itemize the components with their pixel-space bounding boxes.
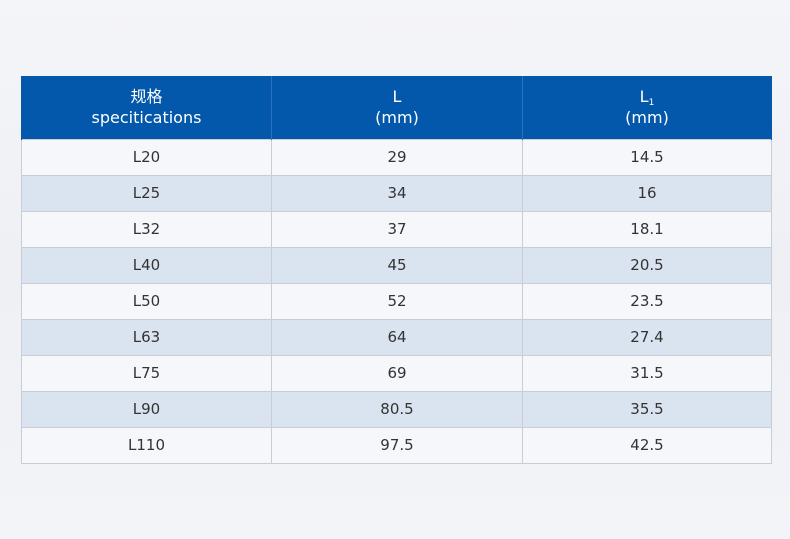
table-row: L90 80.5 35.5	[21, 390, 772, 428]
header-length-1-letter: L	[639, 87, 649, 107]
cell-length: 37	[271, 210, 523, 248]
table-row: L63 64 27.4	[21, 318, 772, 356]
cell-length-1: 23.5	[522, 282, 772, 320]
header-specifications-cn: 规格	[130, 87, 163, 107]
cell-spec: L20	[21, 138, 272, 176]
cell-spec: L90	[21, 390, 272, 428]
table-row: L20 29 14.5	[21, 138, 772, 176]
table-row: L75 69 31.5	[21, 354, 772, 392]
cell-length-1: 18.1	[522, 210, 772, 248]
table-row: L110 97.5 42.5	[21, 426, 772, 464]
header-length-1-unit: (mm)	[625, 108, 669, 128]
header-length-symbol: L	[392, 87, 402, 107]
header-length-1-subscript: 1	[648, 98, 655, 109]
cell-length-1: 35.5	[522, 390, 772, 428]
cell-length: 45	[271, 246, 523, 284]
cell-length-1: 16	[522, 174, 772, 212]
cell-length-1: 14.5	[522, 138, 772, 176]
spec-table-container: 规格 specitications L (mm) L1 (mm) L20 29 …	[21, 76, 772, 464]
cell-length-1: 20.5	[522, 246, 772, 284]
table-row: L25 34 16	[21, 174, 772, 212]
table-row: L40 45 20.5	[21, 246, 772, 284]
cell-spec: L75	[21, 354, 272, 392]
header-length: L (mm)	[271, 76, 523, 139]
table-header: 规格 specitications L (mm) L1 (mm)	[21, 76, 772, 139]
cell-length-1: 42.5	[522, 426, 772, 464]
cell-length: 29	[271, 138, 523, 176]
cell-length: 80.5	[271, 390, 523, 428]
cell-spec: L32	[21, 210, 272, 248]
table-body: L20 29 14.5 L25 34 16 L32 37 18.1 L40 45…	[21, 138, 772, 464]
spec-table: 规格 specitications L (mm) L1 (mm) L20 29 …	[21, 76, 772, 464]
cell-spec: L63	[21, 318, 272, 356]
cell-spec: L40	[21, 246, 272, 284]
header-specifications: 规格 specitications	[21, 76, 272, 139]
cell-length: 97.5	[271, 426, 523, 464]
cell-length: 69	[271, 354, 523, 392]
header-length-1: L1 (mm)	[522, 76, 772, 139]
cell-length-1: 27.4	[522, 318, 772, 356]
header-length-unit: (mm)	[375, 108, 419, 128]
header-specifications-en: specitications	[91, 108, 202, 128]
header-length-1-symbol: L1	[523, 86, 771, 109]
cell-length-1: 31.5	[522, 354, 772, 392]
cell-spec: L110	[21, 426, 272, 464]
header-row: 规格 specitications L (mm) L1 (mm)	[21, 76, 772, 139]
cell-length: 34	[271, 174, 523, 212]
cell-spec: L50	[21, 282, 272, 320]
cell-length: 52	[271, 282, 523, 320]
cell-spec: L25	[21, 174, 272, 212]
cell-length: 64	[271, 318, 523, 356]
table-row: L32 37 18.1	[21, 210, 772, 248]
table-row: L50 52 23.5	[21, 282, 772, 320]
